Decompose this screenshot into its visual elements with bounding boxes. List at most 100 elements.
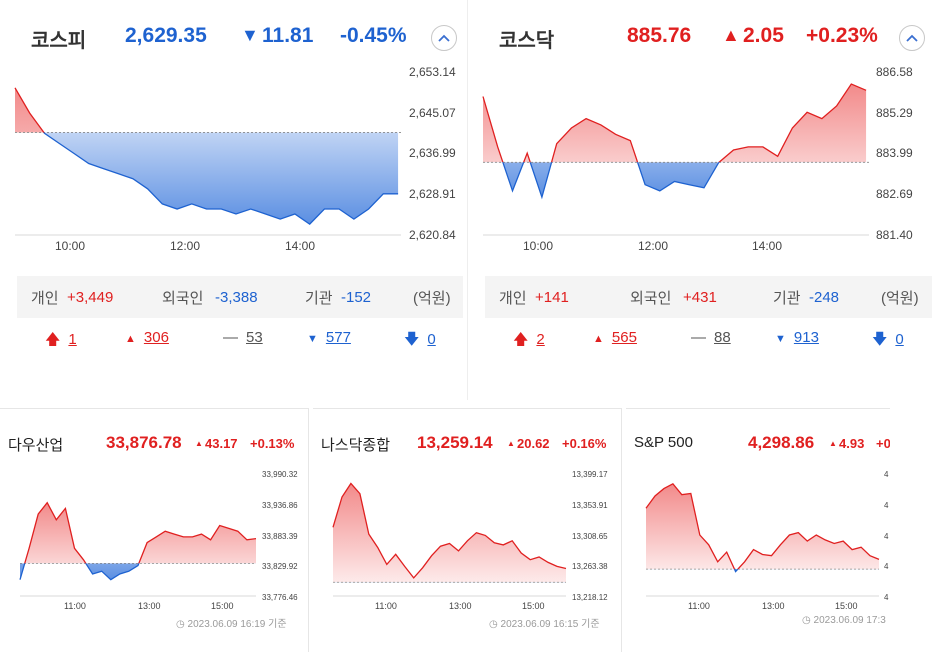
unchanged-item[interactable]: — 88	[691, 329, 731, 346]
dash-icon: —	[691, 329, 706, 346]
rising-item[interactable]: ▲ 306	[125, 329, 169, 346]
foreign-label: 외국인	[630, 287, 671, 308]
institution-label: 기관	[305, 287, 333, 308]
foreign-value: -3,388	[215, 289, 258, 306]
timestamp: ◷ 2023.06.09 16:19 기준	[176, 615, 287, 630]
individual-value: +3,449	[67, 289, 113, 306]
falling-count[interactable]: 913	[794, 329, 819, 346]
index-name: 다우산업	[8, 434, 63, 455]
unchanged-item[interactable]: — 53	[223, 329, 263, 346]
kospi-chart: 2,653.14 2,645.07 2,636.99 2,628.91 2,62…	[13, 60, 467, 260]
individual-label: 개인	[31, 287, 59, 308]
timestamp-text: 2023.06.09 16:19 기준	[188, 619, 287, 630]
timestamp-text: 2023.06.09 16:15 기준	[501, 619, 600, 630]
unchanged-count[interactable]: 53	[246, 329, 263, 346]
foreign-label: 외국인	[162, 287, 203, 308]
y-tick-label: 881.40	[876, 228, 913, 242]
y-tick-label: 886.58	[876, 65, 913, 79]
falling-item[interactable]: ▼ 913	[775, 329, 819, 346]
y-tick-label: 4	[884, 532, 889, 541]
triangle-up-icon: ▲	[125, 333, 136, 345]
kosdaq-chart: 886.58 885.29 883.99 882.69 881.40 10:00…	[481, 60, 936, 260]
y-tick-label: 4	[884, 562, 889, 571]
triangle-down-icon: ▼	[307, 333, 318, 345]
arrow-up-icon: 🡅	[513, 331, 528, 348]
investor-flow-row: 개인 +3,449 외국인 -3,388 기관 -152 (억원)	[17, 276, 463, 318]
y-tick-label: 4	[884, 501, 889, 510]
unchanged-count[interactable]: 88	[714, 329, 731, 346]
kosdaq-panel: 코스닥 885.76 ▲ 2.05 +0.23% 886.58 885.29 8…	[481, 0, 936, 400]
lower-limit-count[interactable]: 0	[895, 331, 903, 348]
arrow-down-icon: 🡇	[872, 331, 887, 348]
y-tick-label: 2,645.07	[409, 106, 456, 120]
upper-limit-count[interactable]: 1	[68, 331, 76, 348]
x-tick-label: 11:00	[375, 601, 397, 611]
chevron-up-icon	[438, 34, 450, 42]
y-tick-label: 33,829.92	[262, 562, 298, 571]
x-tick-label: 11:00	[688, 601, 710, 611]
institution-label: 기관	[773, 287, 801, 308]
sp500-chart: 4 4 4 4 4 11:00 13:00 15:00	[626, 464, 890, 624]
rising-count[interactable]: 565	[612, 329, 637, 346]
lower-limit-item[interactable]: 🡇0	[404, 329, 436, 354]
triangle-down-icon: ▼	[775, 333, 786, 345]
upper-limit-item[interactable]: 🡅2	[513, 329, 545, 354]
change-value: 20.62	[517, 436, 550, 451]
change-percent: +0	[876, 436, 890, 451]
change-percent: +0.16%	[562, 436, 606, 451]
x-tick-label: 14:00	[285, 239, 315, 253]
clock-icon: ◷	[489, 619, 501, 630]
upper-limit-item[interactable]: 🡅1	[45, 329, 77, 354]
y-tick-label: 885.29	[876, 106, 913, 120]
index-value: 2,629.35	[125, 24, 207, 48]
unit-label: (억원)	[881, 287, 919, 308]
y-tick-label: 2,620.84	[409, 228, 456, 242]
x-tick-label: 12:00	[638, 239, 668, 253]
dash-icon: —	[223, 329, 238, 346]
index-value: 4,298.86	[748, 433, 814, 453]
chart-plot	[646, 484, 879, 596]
y-tick-label: 13,218.12	[572, 593, 608, 602]
arrow-down-icon: 🡇	[404, 331, 419, 348]
area-above-baseline	[646, 484, 879, 572]
chevron-up-icon	[906, 34, 918, 42]
y-tick-label: 33,883.39	[262, 532, 298, 541]
clock-icon: ◷	[802, 615, 814, 626]
institution-value: -248	[809, 289, 839, 306]
dow-panel: 다우산업 33,876.78 ▲ 43.17 +0.13% 33,990.32 …	[0, 408, 309, 652]
change-value: 4.93	[839, 436, 864, 451]
timestamp: ◷ 2023.06.09 16:15 기준	[489, 615, 600, 630]
sp500-panel: S&P 500 4,298.86 ▲ 4.93 +0 4 4 4 4 4 11:…	[626, 408, 890, 652]
y-tick-label: 33,936.86	[262, 501, 298, 510]
upper-limit-count[interactable]: 2	[536, 331, 544, 348]
falling-count[interactable]: 577	[326, 329, 351, 346]
falling-item[interactable]: ▼ 577	[307, 329, 351, 346]
change-value: 11.81	[262, 24, 313, 48]
lower-limit-item[interactable]: 🡇0	[872, 329, 904, 354]
lower-limit-count[interactable]: 0	[427, 331, 435, 348]
index-name: 코스피	[31, 24, 86, 53]
x-tick-label: 10:00	[55, 239, 85, 253]
x-tick-label: 15:00	[522, 601, 545, 611]
individual-value: +141	[535, 289, 569, 306]
collapse-button[interactable]	[899, 25, 925, 51]
change-arrow: ▲	[722, 25, 740, 46]
collapse-button[interactable]	[431, 25, 457, 51]
chart-plot	[15, 88, 401, 235]
change-value: 43.17	[205, 436, 238, 451]
clock-icon: ◷	[176, 619, 188, 630]
y-tick-label: 33,990.32	[262, 470, 298, 479]
nasdaq-panel: 나스닥종합 13,259.14 ▲ 20.62 +0.16% 13,399.17…	[313, 408, 622, 652]
x-tick-label: 13:00	[449, 601, 472, 611]
rising-count[interactable]: 306	[144, 329, 169, 346]
change-percent: +0.13%	[250, 436, 294, 451]
change-arrow: ▲	[829, 439, 837, 448]
dow-chart: 33,990.32 33,936.86 33,883.39 33,829.92 …	[0, 464, 308, 624]
y-tick-label: 13,399.17	[572, 470, 608, 479]
y-tick-label: 883.99	[876, 146, 913, 160]
chart-plot	[483, 84, 869, 235]
x-tick-label: 12:00	[170, 239, 200, 253]
rising-item[interactable]: ▲565	[593, 329, 637, 346]
x-tick-label: 13:00	[762, 601, 785, 611]
index-value: 33,876.78	[106, 433, 182, 453]
